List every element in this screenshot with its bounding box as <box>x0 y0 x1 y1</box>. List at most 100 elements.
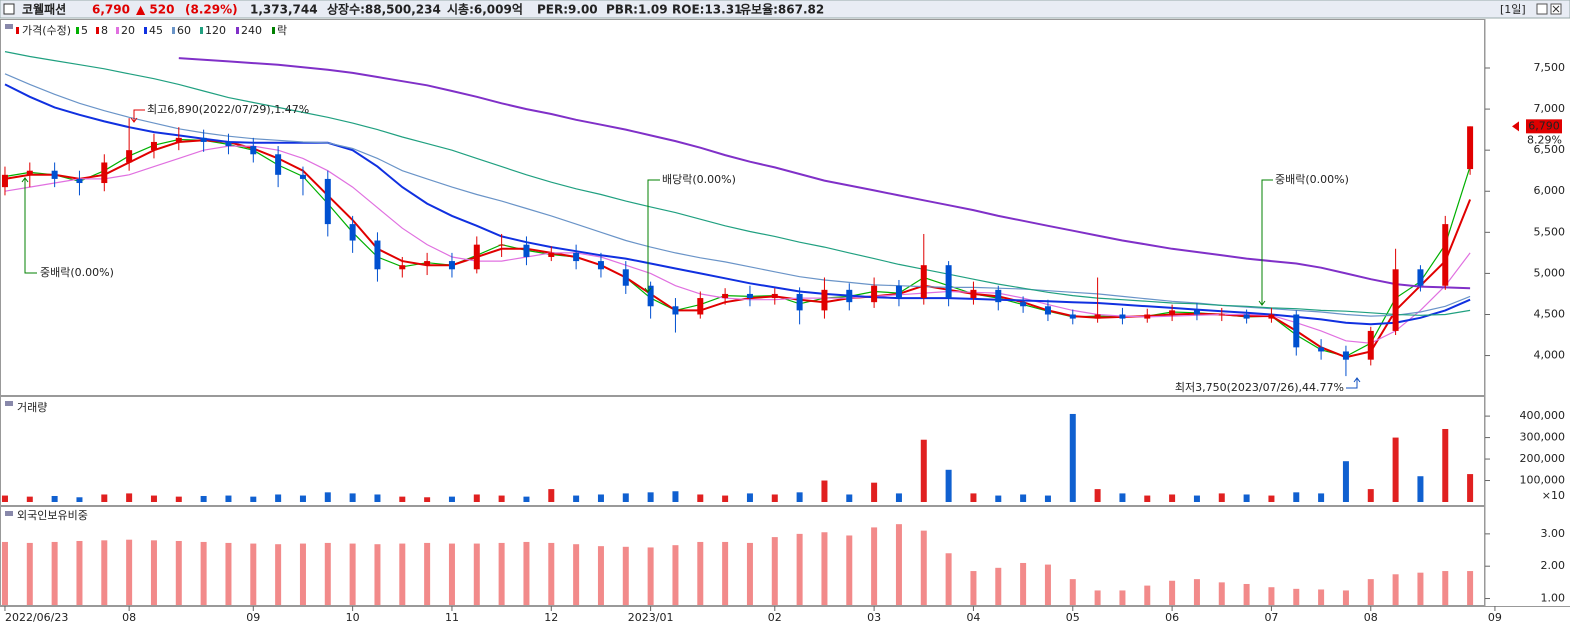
y-tick-label: 6,000 <box>1534 184 1566 197</box>
event-line <box>21 177 37 274</box>
bar <box>846 535 853 605</box>
candle-body <box>1293 314 1300 348</box>
period[interactable]: [1일] <box>1500 2 1526 16</box>
bar <box>1044 564 1051 605</box>
candle-body <box>349 224 356 241</box>
bar <box>448 543 455 605</box>
bar <box>1 495 8 502</box>
bar <box>1442 571 1449 605</box>
candle-body <box>746 293 753 299</box>
maximize-button[interactable] <box>1536 3 1548 15</box>
y-tick-label: 6,500 <box>1534 143 1566 156</box>
x-tick-label: 2023/01 <box>628 611 674 624</box>
bar <box>672 491 679 502</box>
bar <box>1342 461 1349 502</box>
candle-body <box>895 285 902 299</box>
bar <box>101 494 108 502</box>
x-tick-label: 08 <box>122 611 136 624</box>
candle-body <box>796 293 803 311</box>
candle-body <box>399 265 406 270</box>
bar <box>1417 476 1424 502</box>
bar <box>771 494 778 502</box>
candle-body <box>1318 347 1325 352</box>
bar <box>821 532 828 605</box>
bar <box>76 540 83 605</box>
bar <box>1193 495 1200 502</box>
annotation: 최고6,890(2022/07/29),1.47% <box>147 103 309 116</box>
bar <box>1218 493 1225 502</box>
bar <box>26 496 33 502</box>
bar <box>548 489 555 502</box>
bar <box>175 496 182 502</box>
candle-body <box>1094 314 1101 319</box>
candle-body <box>995 289 1002 303</box>
bar <box>523 541 530 605</box>
stock-name: 코웰패션 <box>22 2 66 17</box>
ma-line <box>4 139 1472 359</box>
bar <box>126 493 133 502</box>
x-tick-label: 10 <box>346 611 360 624</box>
candle-body <box>374 240 381 270</box>
bar <box>1367 579 1374 605</box>
bar <box>1193 579 1200 605</box>
candle-body <box>299 174 306 179</box>
bar <box>1044 495 1051 502</box>
candle-body <box>1442 224 1449 286</box>
candle-body <box>622 269 629 286</box>
candle-body <box>1020 302 1027 307</box>
candle-body <box>1193 310 1200 315</box>
annotation: 최저3,750(2023/07/26),44.77% <box>1175 381 1344 394</box>
candle-body <box>1044 306 1051 315</box>
bar <box>26 542 33 605</box>
candle-body <box>1069 314 1076 319</box>
bar <box>473 543 480 605</box>
pbr: PBR:1.09 <box>606 3 668 17</box>
checkbox[interactable] <box>3 3 15 15</box>
bar <box>945 553 952 605</box>
bar <box>448 496 455 502</box>
legend-swatch <box>272 27 275 34</box>
y-tick-label: 7,000 <box>1534 102 1566 115</box>
bar <box>424 497 431 502</box>
per: PER:9.00 <box>537 3 598 17</box>
bar <box>970 571 977 605</box>
bar <box>523 496 530 502</box>
legend-label: 240 <box>241 24 262 37</box>
ma-line <box>4 83 1471 326</box>
legend-label: 락 <box>277 24 287 37</box>
bar <box>672 545 679 605</box>
bar <box>722 495 729 502</box>
bar <box>1144 585 1151 605</box>
bar <box>920 530 927 605</box>
panel-title: 외국인보유비중 <box>17 509 88 522</box>
x-tick-label: 12 <box>544 611 558 624</box>
bar <box>995 567 1002 605</box>
price-marker <box>1526 119 1562 134</box>
candle-body <box>1392 269 1399 331</box>
bar <box>920 439 927 502</box>
bar <box>1094 590 1101 605</box>
bar <box>250 496 257 502</box>
bar <box>1020 494 1027 502</box>
candle-body <box>1342 351 1349 360</box>
candle-body <box>846 289 853 303</box>
legend-swatch <box>144 27 147 34</box>
legend-swatch <box>116 27 119 34</box>
x-tick-label: 08 <box>1364 611 1378 624</box>
bar <box>846 494 853 502</box>
candle-body <box>26 170 33 175</box>
bar <box>250 543 257 605</box>
ma-line <box>4 145 1471 344</box>
bar <box>126 539 133 605</box>
price: 6,790 <box>92 3 130 17</box>
bar <box>51 495 58 502</box>
legend-label: 60 <box>177 24 191 37</box>
candle-body <box>424 261 431 266</box>
y-tick-label: 1.00 <box>1541 592 1566 605</box>
y-tick-label: 200,000 <box>1520 452 1566 465</box>
bar <box>647 547 654 605</box>
legend-swatch <box>16 27 19 34</box>
candle-body <box>250 146 257 155</box>
roe: ROE:13.31 <box>672 3 742 17</box>
